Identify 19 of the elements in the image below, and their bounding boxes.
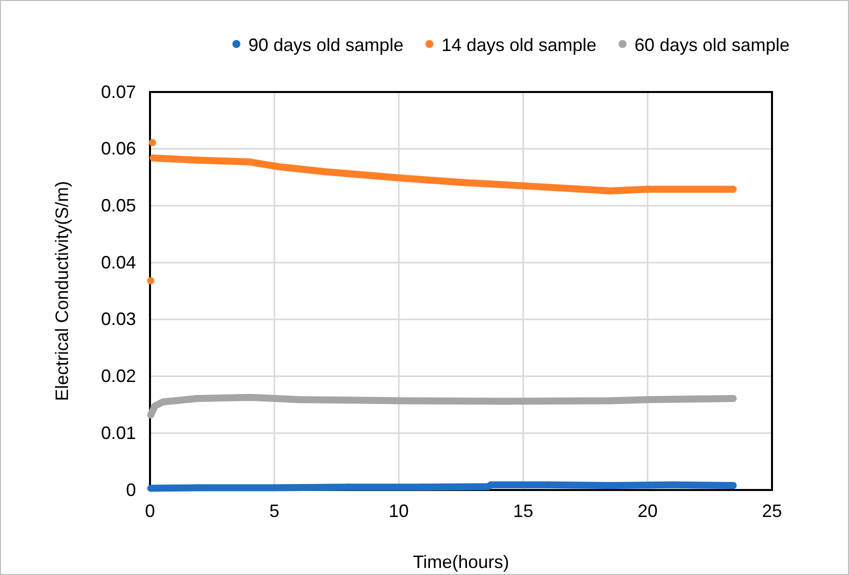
y-tick-label: 0.02 [100,366,136,386]
y-axis-title: Electrical Conductivity(S/m) [52,180,72,402]
y-tick-label: 0.05 [100,195,136,216]
y-tick-label: 0.04 [100,252,136,272]
y-tick-label: 0.03 [100,309,136,330]
x-tick-label: 10 [388,500,409,521]
y-tick-label: 0.06 [100,138,136,159]
x-axis-title: Time(hours) [412,552,510,572]
x-tick-label: 0 [144,500,156,521]
x-tick-label: 15 [513,500,534,521]
legend-label: 60 days old sample [634,35,790,55]
y-tick-label: 0.01 [100,422,136,443]
x-tick-label: 25 [762,500,782,521]
x-tick-label: 20 [638,500,658,521]
y-tick-label: 0.07 [100,82,136,102]
legend-label: 90 days old sample [248,35,404,55]
x-tick-label: 5 [269,500,280,521]
legend-label: 14 days old sample [441,35,597,55]
y-tick-label: 0 [126,480,136,500]
